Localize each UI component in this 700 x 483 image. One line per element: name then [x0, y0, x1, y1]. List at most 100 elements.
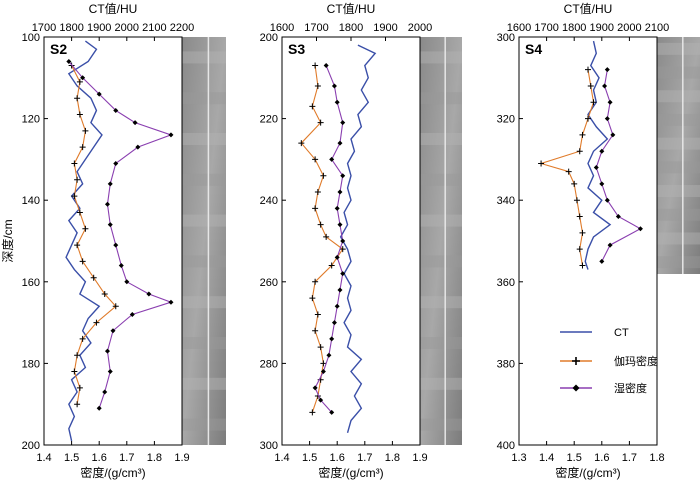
data-point-plus [576, 148, 583, 155]
legend-item: 伽玛密度 [560, 354, 658, 368]
series-line [300, 65, 344, 413]
series-line [584, 40, 612, 270]
data-point-diamond [104, 348, 110, 354]
data-point-diamond [331, 320, 337, 326]
core-texture-band [420, 377, 462, 390]
series-ct [584, 40, 612, 270]
top-x-tick-label: 1700 [304, 22, 328, 34]
data-point-diamond [615, 214, 621, 220]
data-point-plus [76, 111, 83, 118]
core-texture-band [420, 133, 462, 145]
data-point-plus [585, 66, 591, 73]
bottom-x-tick-label: 1.4 [274, 452, 289, 464]
series-line [71, 65, 117, 405]
data-point-diamond [637, 226, 643, 232]
data-point-plus [90, 274, 97, 281]
core-texture-band [420, 296, 462, 309]
y-tick-label: 200 [22, 440, 40, 452]
core-texture-band [420, 255, 462, 268]
core-texture-band [420, 418, 462, 431]
chart-panel-s4: 300 320 340 360 380 400 1600 1700 1800 1900 2000 21… [497, 1, 700, 480]
data-point-diamond [334, 254, 340, 260]
data-point-diamond [599, 181, 605, 187]
bottom-x-tick-label: 1.9 [174, 452, 189, 464]
data-point-diamond [146, 291, 152, 297]
data-point-plus [74, 242, 81, 249]
data-point-diamond [337, 140, 343, 146]
data-point-diamond [329, 409, 335, 415]
data-point-diamond [132, 120, 138, 126]
data-point-diamond [135, 144, 141, 150]
data-point-diamond [340, 238, 346, 244]
core-texture-band [657, 137, 700, 150]
data-point-plus [71, 160, 78, 167]
y-tick-label: 320 [497, 114, 515, 126]
core-texture-band [657, 161, 700, 174]
data-point-plus [79, 144, 86, 151]
data-point-plus [579, 131, 586, 138]
y-tick-label: 120 [22, 114, 40, 126]
data-point-diamond [113, 107, 119, 113]
data-point-plus [587, 82, 594, 89]
data-point-diamond [102, 389, 108, 395]
data-point-plus [309, 295, 316, 302]
top-x-tick-label: 1900 [590, 22, 614, 34]
data-point-plus [309, 409, 316, 416]
core-texture-band [657, 256, 700, 269]
top-x-tick-label: 1700 [534, 22, 558, 34]
data-point-plus [573, 197, 580, 204]
y-tick-label: 140 [22, 195, 40, 207]
core-image-fill [420, 37, 462, 445]
core-texture-band [420, 51, 462, 64]
data-point-plus [74, 176, 81, 183]
bottom-x-tick-label: 1.4 [539, 452, 554, 464]
top-x-tick-label: 1800 [59, 22, 83, 34]
top-x-tick-label: 1800 [339, 22, 363, 34]
data-point-plus [314, 82, 321, 89]
data-point-plus [312, 62, 319, 69]
data-point-plus [576, 213, 583, 220]
data-point-plus [76, 209, 83, 216]
data-point-plus [538, 160, 545, 167]
data-point-plus [590, 99, 597, 106]
data-point-diamond [334, 303, 340, 309]
data-point-diamond [96, 405, 102, 411]
data-point-plus [317, 344, 324, 351]
top-axis-title: CT值/HU [564, 1, 613, 16]
data-point-plus [312, 278, 319, 285]
y-tick-label: 380 [497, 358, 515, 370]
data-point-diamond [80, 75, 86, 81]
series-line [314, 65, 344, 413]
core-texture-band [657, 185, 700, 198]
bottom-x-tick-label: 1.5 [567, 452, 582, 464]
data-point-diamond [107, 369, 113, 375]
y-tick-label: 200 [260, 32, 278, 44]
top-x-tick-label: 1900 [87, 22, 111, 34]
data-point-diamond [318, 397, 324, 403]
top-x-tick-label: 1600 [507, 22, 531, 34]
legend-item: CT [560, 327, 629, 339]
data-point-plus [312, 156, 319, 163]
data-point-plus [312, 327, 319, 334]
core-texture-band [182, 92, 226, 105]
series-line [65, 40, 103, 442]
data-point-diamond [118, 262, 124, 268]
data-point-plus [76, 384, 83, 391]
data-point-diamond [610, 132, 616, 138]
data-point-diamond [337, 287, 343, 293]
bottom-x-tick-label: 1.7 [357, 452, 372, 464]
data-point-diamond [107, 181, 113, 187]
core-texture-band [182, 255, 226, 268]
data-point-plus [74, 352, 81, 359]
y-tick-label: 300 [260, 440, 278, 452]
data-point-plus [298, 140, 305, 147]
data-point-diamond [124, 279, 130, 285]
bottom-x-tick-label: 1.6 [92, 452, 107, 464]
data-point-diamond [604, 67, 610, 73]
data-point-diamond [340, 173, 346, 179]
data-point-diamond [168, 132, 174, 138]
top-x-tick-label: 2000 [408, 22, 432, 34]
core-texture-band [420, 92, 462, 105]
core-image [657, 37, 700, 274]
data-point-plus [79, 258, 86, 265]
